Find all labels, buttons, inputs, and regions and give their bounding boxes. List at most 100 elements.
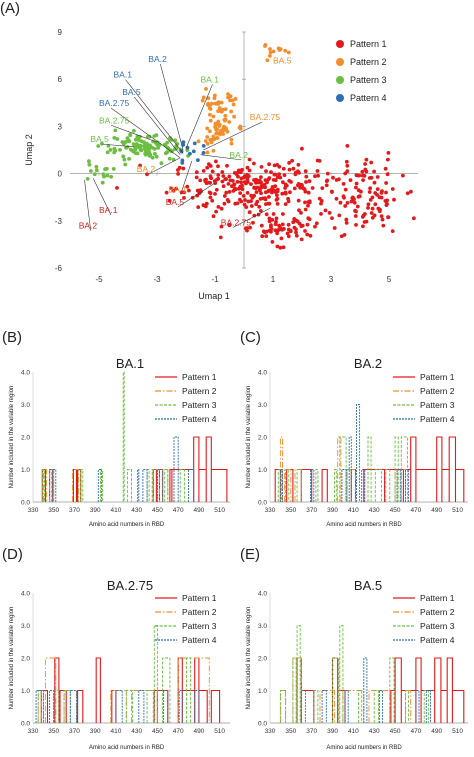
- scatter-point: [386, 157, 390, 162]
- scatter-point: [264, 169, 268, 174]
- panel-label-A: (A): [0, 0, 20, 17]
- scatter-point: [138, 134, 142, 139]
- scatter-point: [205, 141, 210, 146]
- y-tick-label: 4.0: [21, 370, 30, 377]
- scatter-point: [208, 195, 213, 200]
- scatter-point: [259, 165, 264, 169]
- scatter-point: [221, 174, 226, 178]
- x-tick-label: 410: [348, 507, 359, 514]
- scatter-point: [234, 172, 239, 177]
- scatter-point: [343, 187, 348, 192]
- scatter-point: [165, 150, 170, 155]
- scatter-point: [261, 196, 265, 201]
- scatter-point: [296, 169, 300, 174]
- scatter-point: [164, 190, 169, 195]
- scatter-point: [273, 190, 278, 194]
- scatter-point: [263, 185, 267, 190]
- scatter-point: [315, 169, 320, 173]
- scatter-point: [201, 95, 206, 100]
- y-tick-label: 0.0: [258, 500, 267, 507]
- scatter-point: [295, 219, 300, 224]
- scatter-point: [216, 173, 221, 177]
- scatter-point: [174, 144, 179, 149]
- scatter-point: [259, 184, 264, 189]
- annotation-label: BA.2: [79, 221, 98, 231]
- y-tick-label: -6: [55, 264, 63, 273]
- scatter-point: [386, 151, 391, 155]
- scatter-point: [319, 212, 323, 216]
- annotation-label: BA.1: [201, 74, 220, 84]
- scatter-point: [205, 150, 210, 155]
- annotation-leader-line: [133, 96, 181, 155]
- scatter-point: [255, 185, 260, 190]
- scatter-point: [280, 222, 285, 227]
- scatter-point: [339, 234, 344, 239]
- scatter-point: [242, 202, 247, 207]
- scatter-point: [181, 140, 186, 145]
- scatter-point: [176, 172, 181, 176]
- scatter-point: [353, 214, 358, 218]
- scatter-point: [334, 178, 339, 182]
- x-tick-label: 430: [131, 507, 142, 514]
- scatter-point: [249, 204, 254, 208]
- scatter-point: [166, 146, 171, 151]
- scatter-point: [223, 113, 228, 118]
- x-tick-label: 490: [193, 728, 204, 735]
- scatter-point: [386, 215, 391, 220]
- scatter-point: [201, 169, 206, 173]
- scatter-point: [127, 157, 131, 161]
- scatter-point: [350, 196, 355, 201]
- scatter-point: [373, 202, 378, 207]
- scatter-point: [226, 182, 231, 186]
- x-tick-label: 490: [431, 507, 442, 514]
- scatter-point: [251, 220, 255, 225]
- scatter-point: [233, 201, 238, 206]
- scatter-point: [209, 137, 214, 142]
- x-tick-label: 370: [306, 507, 317, 514]
- scatter-point: [363, 212, 367, 216]
- scatter-point: [367, 190, 372, 194]
- scatter-point: [132, 128, 136, 133]
- scatter-point: [194, 170, 199, 175]
- scatter-point: [366, 206, 370, 210]
- scatter-point: [113, 128, 118, 133]
- scatter-point: [307, 217, 312, 222]
- scatter-point: [342, 233, 347, 237]
- y-tick-label: 4.0: [258, 370, 267, 377]
- scatter-point: [267, 201, 272, 206]
- legend-marker: [336, 58, 344, 66]
- scatter-point: [138, 163, 143, 168]
- scatter-point: [131, 142, 136, 147]
- x-tick-label: 490: [431, 728, 442, 735]
- scatter-point: [342, 195, 346, 200]
- scatter-point: [379, 195, 384, 200]
- x-tick-label: 390: [90, 507, 101, 514]
- scatter-point: [247, 168, 252, 173]
- annotation-leader-line: [185, 84, 213, 149]
- scatter-point: [284, 183, 289, 188]
- scatter-point: [181, 166, 186, 171]
- scatter-point: [267, 195, 271, 199]
- scatter-point: [286, 234, 291, 239]
- scatter-point: [238, 126, 243, 131]
- scatter-point: [283, 202, 288, 207]
- scatter-point: [198, 178, 203, 183]
- chart-title: BA.2.75: [107, 578, 153, 593]
- scatter-point: [267, 219, 272, 224]
- y-tick-label: 9: [58, 28, 63, 37]
- scatter-point: [356, 188, 361, 193]
- scatter-point: [252, 193, 256, 198]
- y-tick-label: 3.0: [21, 623, 30, 630]
- scatter-point: [235, 180, 240, 184]
- y-tick-label: 1.0: [258, 688, 267, 695]
- scatter-point: [249, 193, 254, 198]
- series-line: [35, 690, 200, 723]
- scatter-point: [306, 190, 311, 195]
- scatter-point: [225, 163, 229, 168]
- y-tick-label: 4.0: [21, 591, 30, 598]
- scatter-point: [228, 98, 233, 103]
- scatter-point: [380, 217, 385, 222]
- annotation-label: BA.2: [148, 54, 167, 64]
- scatter-point: [121, 154, 126, 159]
